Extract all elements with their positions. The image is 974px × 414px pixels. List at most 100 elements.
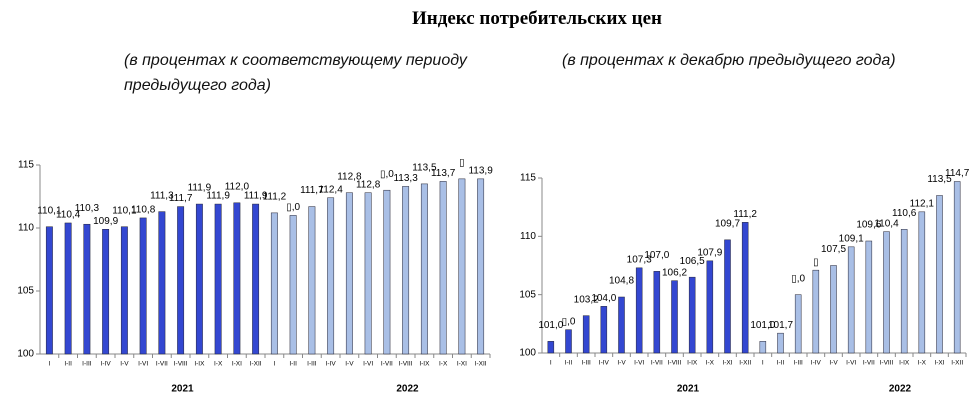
bar [865,240,873,354]
value-label: 109,6 [856,220,881,231]
bar [547,341,555,354]
subtitle: (в процентах к декабрю предыдущего года) [562,52,896,69]
bar [327,197,335,355]
value-label: 114,7 [945,168,970,179]
value-label: 111,3 [150,190,174,201]
x-tick-label: I-VII [381,361,393,368]
subtitle: (в процентах к соответствующему периоду … [124,52,467,94]
x-tick-label: I-VIII [668,360,682,367]
x-tick-label: I-VI [138,361,148,368]
value-label: 110,1 [112,205,137,216]
value-label: 111,7 [169,193,193,204]
x-tick-label: I [273,361,275,368]
value-label: 113,3 [393,173,418,184]
y-tick-label: 105 [17,286,34,297]
bar [102,229,110,355]
x-tick-label: I-VIII [399,361,413,368]
x-tick-label: I-XI [722,360,732,367]
bar [64,222,72,355]
x-tick-label: I-X [214,361,223,368]
bar [830,265,837,354]
x-tick-label: I-V [120,361,129,368]
bar [439,181,447,355]
value-label: 110,1 [37,205,62,216]
x-tick-label: I-III [793,360,803,367]
value-label: 113,5 [927,174,952,185]
x-tick-label: I-XII [739,360,751,367]
bar [777,332,784,354]
value-label: 104,8 [609,276,634,287]
value-label: 107,3 [627,254,652,265]
value-label: 112,1 [910,198,935,209]
y-tick-label: 100 [17,349,34,360]
value-label: 111,2 [733,209,757,220]
x-tick-label: I-IX [194,361,205,368]
x-tick-label: I-V [829,360,838,367]
x-tick-label: I-VII [863,360,875,367]
bar [252,203,260,355]
year-label: 2022 [396,384,419,395]
bar [953,181,961,354]
value-label: 111,9 [188,183,212,194]
bar [270,212,278,355]
value-label: 113,9 [468,166,493,177]
x-tick-label: I-III [581,360,591,367]
value-label: 107,5 [821,244,846,255]
value-label: 104,0 [591,293,616,304]
bar [345,192,353,355]
value-label: 107,0 [644,250,669,261]
bar [289,215,297,355]
value-label: ▯,0 [380,169,394,180]
value-label: 112,0 [225,181,250,192]
y-tick-label: 115 [520,173,536,184]
x-tick-label: I-XII [250,361,262,368]
x-tick-label: I-IX [899,360,910,367]
value-label: 110,6 [892,208,917,219]
y-tick-label: 115 [18,160,34,171]
x-tick-label: I-VII [651,360,663,367]
bar [177,206,185,355]
x-tick-label: I-X [706,360,715,367]
value-label: 113,5 [412,163,437,174]
bar [158,211,166,355]
bar [706,260,714,354]
bar [847,246,855,354]
x-tick-label: I-XII [475,361,487,368]
x-tick-label: I [550,360,552,367]
value-label: 112,8 [356,179,381,190]
bar [635,267,643,354]
x-tick-label: I-III [307,361,317,368]
x-tick-label: I-V [345,361,354,368]
x-tick-label: I-VI [634,360,644,367]
value-label: 113,7 [431,168,456,179]
x-tick-label: I-III [82,361,92,368]
bar [671,280,678,354]
x-tick-label: I-II [565,360,573,367]
value-label: 110,4 [56,210,81,221]
x-tick-label: I-XI [457,361,467,368]
bar [724,239,731,354]
value-label: 111,2 [263,192,287,203]
x-tick-label: I-X [439,361,448,368]
x-tick-label: I-IV [326,361,337,368]
bar [383,189,391,355]
x-tick-label: I-IV [599,360,610,367]
value-label: 101,7 [768,320,793,331]
x-tick-label: I-XII [951,360,963,367]
value-label: ▯ [813,257,819,268]
value-label: 109,7 [715,218,740,229]
y-tick-label: 110 [18,223,34,234]
bar [653,271,661,354]
bar [477,178,485,355]
value-label: 107,9 [697,247,722,258]
bar [233,202,241,355]
value-label: 111,7 [300,185,324,196]
bar [582,315,590,354]
bar [120,226,128,355]
bar [900,229,908,354]
bar [214,203,222,355]
year-label: 2022 [889,384,912,395]
value-label: ▯,0 [286,202,300,213]
bar [565,329,572,354]
